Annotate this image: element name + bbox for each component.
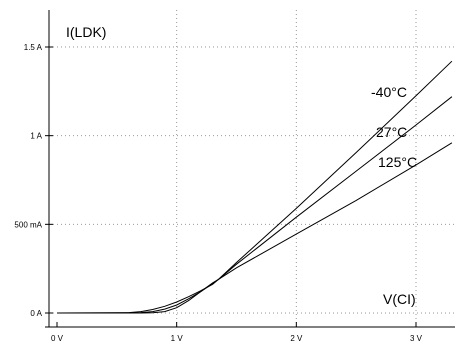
series-annotation: 125°C [378, 154, 417, 170]
annotations: -40°C 27°C 125°C [371, 84, 417, 170]
y-axis-label: I(LDK) [66, 24, 106, 40]
series-line [56, 142, 453, 314]
axes [45, 10, 455, 328]
grid [49, 10, 455, 327]
x-tick-label: 3 V [410, 334, 423, 343]
y-tick-label: 0 A [30, 309, 42, 318]
series-line [57, 96, 453, 314]
y-tick-label: 500 mA [14, 220, 42, 229]
y-tick-label: 1 A [30, 132, 42, 141]
series-annotation: -40°C [371, 84, 407, 100]
ticks: 0 V 1 V 2 V 3 V 0 A 500 mA 1 A 1.5 A [14, 43, 422, 343]
x-tick-label: 2 V [290, 334, 303, 343]
x-tick-label: 0 V [51, 334, 64, 343]
series-annotation: 27°C [376, 124, 407, 140]
x-tick-label: 1 V [171, 334, 184, 343]
x-axis-label: V(CI) [383, 291, 416, 307]
y-tick-label: 1.5 A [24, 43, 43, 52]
curves [56, 60, 453, 314]
